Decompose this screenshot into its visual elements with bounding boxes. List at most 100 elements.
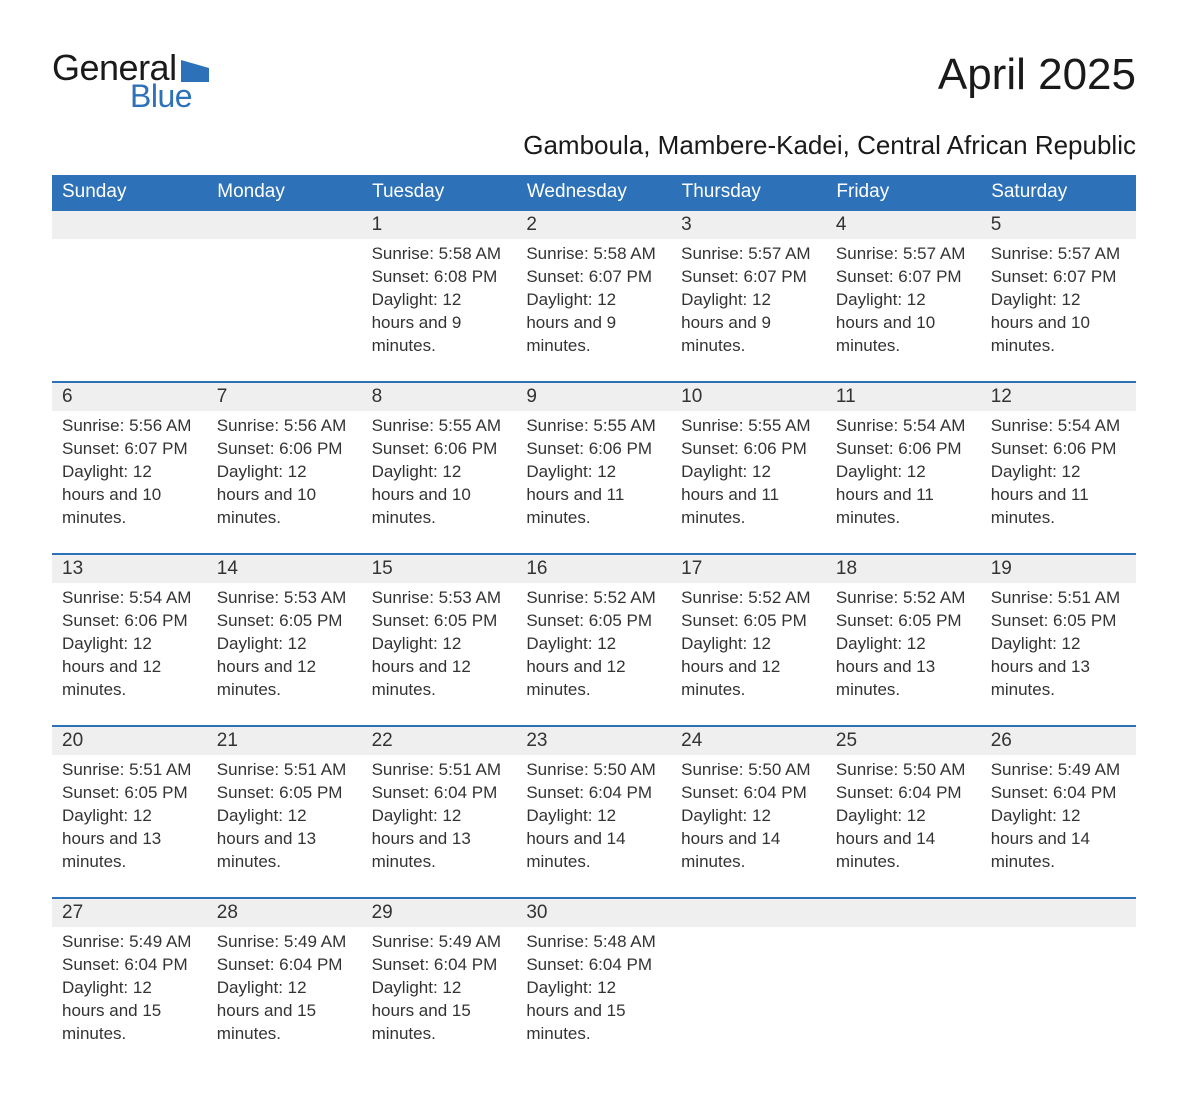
day-number: [671, 899, 826, 927]
flag-icon: [181, 60, 209, 82]
sunrise-line: Sunrise: 5:56 AM: [62, 415, 197, 438]
day-cell: Sunrise: 5:55 AMSunset: 6:06 PMDaylight:…: [671, 411, 826, 554]
day-cell: Sunrise: 5:54 AMSunset: 6:06 PMDaylight:…: [826, 411, 981, 554]
day-number-cell: 1: [362, 210, 517, 239]
day-number: 8: [362, 383, 517, 411]
day-number-cell: [671, 898, 826, 927]
daylight-line: Daylight: 12 hours and 11 minutes.: [991, 461, 1126, 530]
week-content-row: Sunrise: 5:51 AMSunset: 6:05 PMDaylight:…: [52, 755, 1136, 898]
day-cell: Sunrise: 5:58 AMSunset: 6:08 PMDaylight:…: [362, 239, 517, 382]
day-number: 20: [52, 727, 207, 755]
day-number-cell: 12: [981, 382, 1136, 411]
sunrise-line: Sunrise: 5:55 AM: [526, 415, 661, 438]
week-content-row: Sunrise: 5:49 AMSunset: 6:04 PMDaylight:…: [52, 927, 1136, 1070]
weekday-header: Saturday: [981, 175, 1136, 210]
sunrise-line: Sunrise: 5:53 AM: [217, 587, 352, 610]
day-cell: [207, 239, 362, 382]
sunset-line: Sunset: 6:06 PM: [372, 438, 507, 461]
day-cell: [52, 239, 207, 382]
week-content-row: Sunrise: 5:56 AMSunset: 6:07 PMDaylight:…: [52, 411, 1136, 554]
daylight-line: Daylight: 12 hours and 13 minutes.: [372, 805, 507, 874]
day-cell: Sunrise: 5:51 AMSunset: 6:05 PMDaylight:…: [207, 755, 362, 898]
sunset-line: Sunset: 6:06 PM: [217, 438, 352, 461]
week-daynum-row: 20212223242526: [52, 726, 1136, 755]
day-cell: Sunrise: 5:50 AMSunset: 6:04 PMDaylight:…: [671, 755, 826, 898]
day-content: Sunrise: 5:49 AMSunset: 6:04 PMDaylight:…: [981, 755, 1136, 870]
daylight-line: Daylight: 12 hours and 10 minutes.: [217, 461, 352, 530]
sunrise-line: Sunrise: 5:54 AM: [62, 587, 197, 610]
day-number: 10: [671, 383, 826, 411]
day-content: Sunrise: 5:51 AMSunset: 6:05 PMDaylight:…: [52, 755, 207, 870]
sunrise-line: Sunrise: 5:54 AM: [836, 415, 971, 438]
sunset-line: Sunset: 6:04 PM: [681, 782, 816, 805]
day-number: 5: [981, 211, 1136, 239]
daylight-line: Daylight: 12 hours and 12 minutes.: [217, 633, 352, 702]
day-number-cell: 24: [671, 726, 826, 755]
day-number: 15: [362, 555, 517, 583]
day-number: 17: [671, 555, 826, 583]
calendar-body: 12345Sunrise: 5:58 AMSunset: 6:08 PMDayl…: [52, 210, 1136, 1070]
day-number: 11: [826, 383, 981, 411]
weekday-header: Sunday: [52, 175, 207, 210]
day-content: Sunrise: 5:55 AMSunset: 6:06 PMDaylight:…: [516, 411, 671, 526]
day-content: Sunrise: 5:50 AMSunset: 6:04 PMDaylight:…: [516, 755, 671, 870]
daylight-line: Daylight: 12 hours and 11 minutes.: [681, 461, 816, 530]
day-number: 26: [981, 727, 1136, 755]
day-number: 1: [362, 211, 517, 239]
day-number: 12: [981, 383, 1136, 411]
day-number-cell: [207, 210, 362, 239]
daylight-line: Daylight: 12 hours and 10 minutes.: [62, 461, 197, 530]
sunrise-line: Sunrise: 5:55 AM: [372, 415, 507, 438]
sunset-line: Sunset: 6:05 PM: [526, 610, 661, 633]
weekday-header: Thursday: [671, 175, 826, 210]
day-number-cell: 28: [207, 898, 362, 927]
weekday-header: Monday: [207, 175, 362, 210]
day-number: 30: [516, 899, 671, 927]
day-cell: [671, 927, 826, 1070]
day-number: 19: [981, 555, 1136, 583]
day-number-cell: 26: [981, 726, 1136, 755]
daylight-line: Daylight: 12 hours and 13 minutes.: [991, 633, 1126, 702]
sunrise-line: Sunrise: 5:49 AM: [991, 759, 1126, 782]
day-number-cell: 15: [362, 554, 517, 583]
weekday-header: Tuesday: [362, 175, 517, 210]
day-number-cell: [826, 898, 981, 927]
location-subtitle: Gamboula, Mambere-Kadei, Central African…: [52, 130, 1136, 161]
day-number-cell: 29: [362, 898, 517, 927]
sunset-line: Sunset: 6:05 PM: [62, 782, 197, 805]
daylight-line: Daylight: 12 hours and 11 minutes.: [526, 461, 661, 530]
day-content: [671, 927, 826, 1042]
day-content: [981, 927, 1136, 1042]
sunrise-line: Sunrise: 5:52 AM: [526, 587, 661, 610]
week-content-row: Sunrise: 5:54 AMSunset: 6:06 PMDaylight:…: [52, 583, 1136, 726]
sunset-line: Sunset: 6:07 PM: [991, 266, 1126, 289]
day-number-cell: [981, 898, 1136, 927]
sunrise-line: Sunrise: 5:57 AM: [681, 243, 816, 266]
day-content: Sunrise: 5:55 AMSunset: 6:06 PMDaylight:…: [671, 411, 826, 526]
sunset-line: Sunset: 6:06 PM: [681, 438, 816, 461]
daylight-line: Daylight: 12 hours and 13 minutes.: [217, 805, 352, 874]
day-number-cell: 11: [826, 382, 981, 411]
sunrise-line: Sunrise: 5:50 AM: [681, 759, 816, 782]
day-number: 29: [362, 899, 517, 927]
day-cell: Sunrise: 5:56 AMSunset: 6:07 PMDaylight:…: [52, 411, 207, 554]
day-cell: Sunrise: 5:48 AMSunset: 6:04 PMDaylight:…: [516, 927, 671, 1070]
day-content: Sunrise: 5:49 AMSunset: 6:04 PMDaylight:…: [207, 927, 362, 1042]
sunset-line: Sunset: 6:05 PM: [217, 610, 352, 633]
day-content: Sunrise: 5:51 AMSunset: 6:04 PMDaylight:…: [362, 755, 517, 870]
sunrise-line: Sunrise: 5:51 AM: [991, 587, 1126, 610]
day-cell: Sunrise: 5:49 AMSunset: 6:04 PMDaylight:…: [52, 927, 207, 1070]
day-number-cell: 6: [52, 382, 207, 411]
sunrise-line: Sunrise: 5:50 AM: [836, 759, 971, 782]
daylight-line: Daylight: 12 hours and 10 minutes.: [372, 461, 507, 530]
daylight-line: Daylight: 12 hours and 9 minutes.: [526, 289, 661, 358]
day-cell: Sunrise: 5:55 AMSunset: 6:06 PMDaylight:…: [362, 411, 517, 554]
day-number: [981, 899, 1136, 927]
day-cell: [981, 927, 1136, 1070]
day-cell: Sunrise: 5:49 AMSunset: 6:04 PMDaylight:…: [362, 927, 517, 1070]
day-number-cell: 8: [362, 382, 517, 411]
daylight-line: Daylight: 12 hours and 14 minutes.: [836, 805, 971, 874]
day-content: Sunrise: 5:53 AMSunset: 6:05 PMDaylight:…: [362, 583, 517, 698]
day-cell: Sunrise: 5:49 AMSunset: 6:04 PMDaylight:…: [981, 755, 1136, 898]
week-content-row: Sunrise: 5:58 AMSunset: 6:08 PMDaylight:…: [52, 239, 1136, 382]
